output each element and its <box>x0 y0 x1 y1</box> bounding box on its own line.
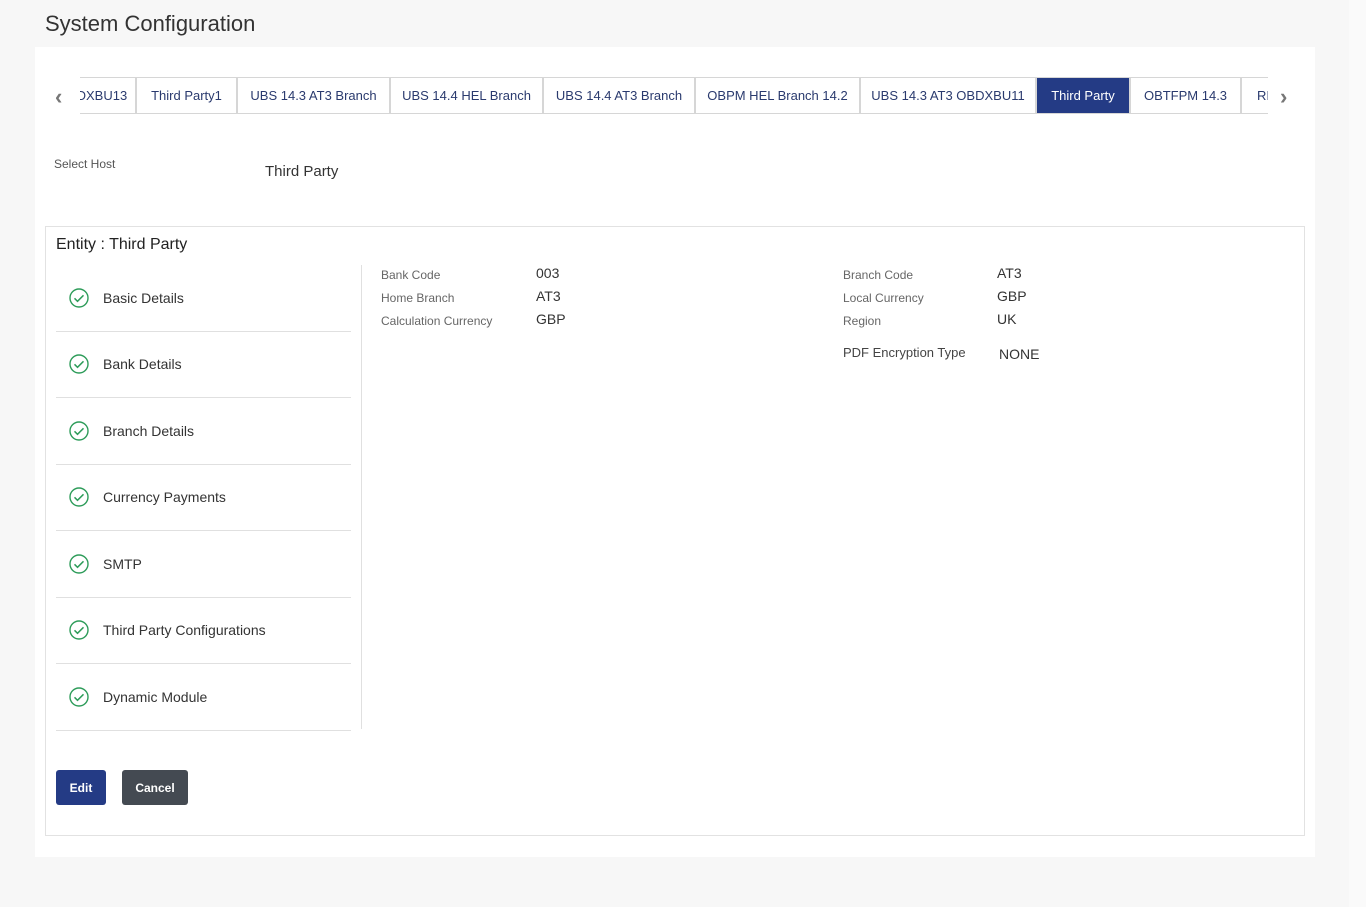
step-label: Branch Details <box>103 422 195 439</box>
divider <box>361 265 362 729</box>
step-currency-payments[interactable]: Currency Payments <box>56 465 351 531</box>
tab-ubs143-at3-obdxbu11[interactable]: UBS 14.3 AT3 OBDXBU11 <box>861 78 1037 113</box>
step-basic-details[interactable]: Basic Details <box>56 265 351 332</box>
calc-currency-label: Calculation Currency <box>381 314 493 328</box>
step-third-party-configurations[interactable]: Third Party Configurations <box>56 598 351 664</box>
entity-card: Entity : Third Party Basic Details Bank … <box>45 226 1305 836</box>
check-circle-icon <box>69 421 89 441</box>
tab-ri[interactable]: RI <box>1257 88 1268 103</box>
step-branch-details[interactable]: Branch Details <box>56 398 351 465</box>
page-title: System Configuration <box>45 11 256 36</box>
tab-obpm-hel-branch[interactable]: OBPM HEL Branch 14.2 <box>696 78 861 113</box>
select-host-value: Third Party <box>265 163 339 180</box>
region-value: UK <box>997 311 1017 327</box>
step-label: Currency Payments <box>103 489 226 506</box>
local-currency-label: Local Currency <box>843 291 924 305</box>
step-list: Basic Details Bank Details Branch Detail… <box>56 265 351 731</box>
check-circle-icon <box>69 687 89 707</box>
step-label: Dynamic Module <box>103 688 208 705</box>
check-circle-icon <box>69 620 89 640</box>
page-edge <box>1349 0 1366 907</box>
branch-code-value: AT3 <box>997 265 1022 281</box>
check-circle-icon <box>69 288 89 308</box>
tab-obtfpm-143[interactable]: OBTFPM 14.3 <box>1131 78 1242 113</box>
step-label: Bank Details <box>103 356 182 373</box>
step-label: Third Party Configurations <box>103 622 266 639</box>
home-branch-value: AT3 <box>536 288 561 304</box>
check-circle-icon <box>69 487 89 507</box>
calc-currency-value: GBP <box>536 311 566 327</box>
pdf-encryption-value: NONE <box>999 346 1040 362</box>
edit-button[interactable]: Edit <box>56 770 106 805</box>
step-smtp[interactable]: SMTP <box>56 531 351 598</box>
select-host-label: Select Host <box>54 157 116 171</box>
tab-third-party[interactable]: Third Party <box>1037 78 1131 113</box>
home-branch-label: Home Branch <box>381 291 455 305</box>
step-dynamic-module[interactable]: Dynamic Module <box>56 664 351 731</box>
tab-obdxbu13[interactable]: OBDXBU13 <box>80 78 137 113</box>
entity-title: Entity : Third Party <box>56 236 188 253</box>
step-bank-details[interactable]: Bank Details <box>56 332 351 398</box>
region-label: Region <box>843 314 882 328</box>
tab-third-party1[interactable]: Third Party1 <box>137 78 238 113</box>
step-label: SMTP <box>103 555 142 572</box>
tab-ubs144-at3-branch[interactable]: UBS 14.4 AT3 Branch <box>544 78 696 113</box>
step-label: Basic Details <box>103 289 184 306</box>
tab-ubs144-hel-branch[interactable]: UBS 14.4 HEL Branch <box>391 78 544 113</box>
branch-code-label: Branch Code <box>843 268 914 282</box>
check-circle-icon <box>69 354 89 374</box>
pdf-encryption-label: PDF Encryption Type <box>843 345 966 360</box>
chevron-right-icon[interactable]: › <box>1280 84 1288 109</box>
chevron-left-icon[interactable]: ‹ <box>55 84 63 109</box>
tab-ubs143-at3-branch[interactable]: UBS 14.3 AT3 Branch <box>238 78 391 113</box>
host-tabs: OBDXBU13 Third Party1 UBS 14.3 AT3 Branc… <box>80 77 1268 114</box>
bank-code-value: 003 <box>536 265 560 281</box>
cancel-button[interactable]: Cancel <box>122 770 188 805</box>
bank-code-label: Bank Code <box>381 268 441 282</box>
local-currency-value: GBP <box>997 288 1027 304</box>
check-circle-icon <box>69 554 89 574</box>
